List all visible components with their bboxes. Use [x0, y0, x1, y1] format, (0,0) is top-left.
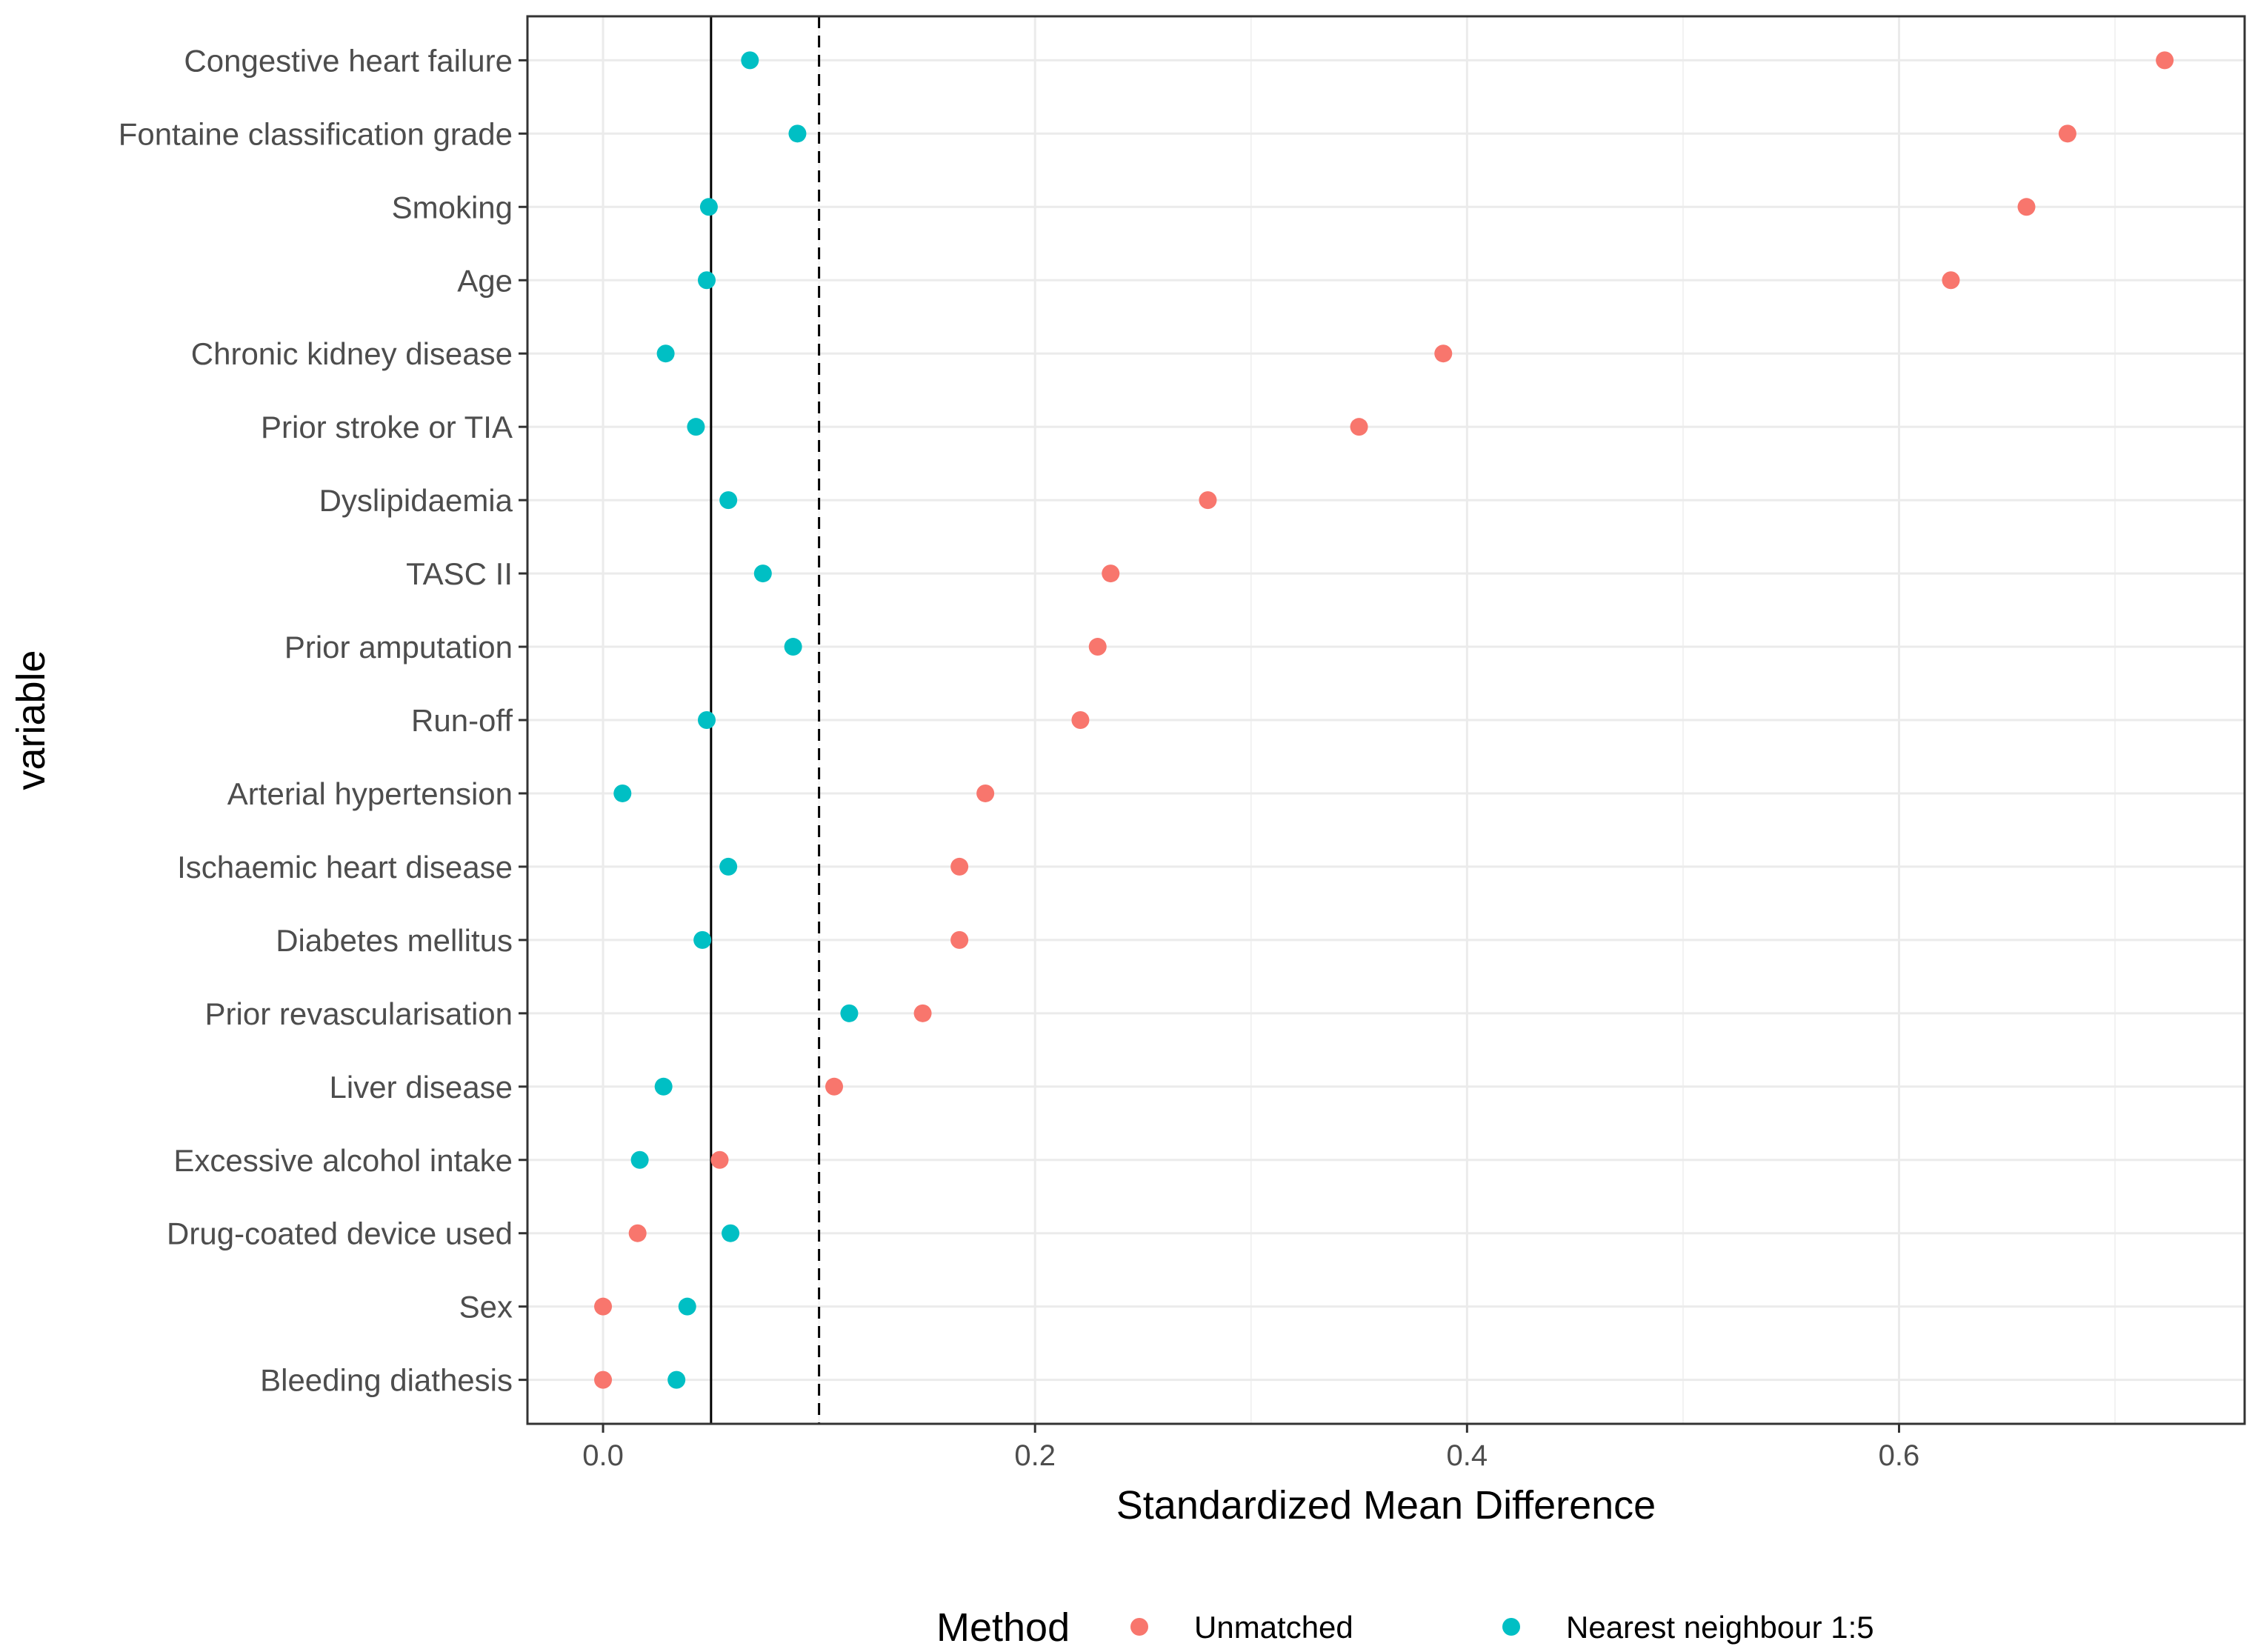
point-unmatched [710, 1150, 729, 1169]
point-unmatched [1350, 418, 1368, 436]
point-matched [784, 638, 802, 656]
y-tick-label: Excessive alcohol intake [173, 1143, 513, 1178]
y-tick-label: Sex [459, 1290, 513, 1325]
point-matched [693, 930, 712, 949]
point-matched [687, 418, 705, 436]
point-matched [630, 1150, 649, 1169]
y-tick-label: Bleeding diathesis [260, 1363, 513, 1398]
x-tick-label: 0.4 [1447, 1439, 1488, 1472]
grid-lines [527, 16, 2245, 1424]
y-tick-label: Smoking [392, 190, 513, 224]
point-matched [656, 344, 675, 363]
point-matched [719, 491, 738, 510]
point-unmatched [950, 857, 969, 876]
y-axis-title: variable [9, 650, 53, 790]
point-unmatched [1942, 271, 1960, 290]
point-matched [654, 1077, 673, 1096]
point-matched [788, 124, 807, 143]
legend-label-unmatched: Unmatched [1194, 1610, 1353, 1645]
y-tick-label: Prior revascularisation [205, 996, 513, 1031]
y-tick-label: Ischaemic heart disease [177, 850, 513, 885]
point-matched [753, 564, 772, 583]
point-unmatched [1071, 711, 1090, 729]
point-matched [699, 198, 718, 216]
legend-key-unmatched [1130, 1618, 1148, 1636]
x-tick-label: 0.2 [1014, 1439, 1056, 1472]
point-matched [722, 1224, 740, 1242]
point-unmatched [825, 1077, 844, 1096]
y-tick-label: Liver disease [330, 1070, 513, 1105]
point-unmatched [976, 784, 995, 802]
x-axis: 0.0 0.2 0.4 0.6 [582, 1424, 1919, 1472]
legend: Method Unmatched Nearest neighbour 1:5 [936, 1605, 1874, 1650]
point-matched [698, 711, 716, 729]
point-matched [698, 271, 716, 290]
x-tick-label: 0.6 [1879, 1439, 1920, 1472]
y-axis: Congestive heart failure Fontaine classif… [119, 43, 527, 1398]
x-axis-title: Standardized Mean Difference [1116, 1483, 1656, 1528]
point-matched [719, 857, 738, 876]
y-tick-label: Fontaine classification grade [119, 116, 513, 151]
point-matched [741, 51, 759, 70]
point-unmatched [2058, 124, 2076, 143]
legend-label-matched: Nearest neighbour 1:5 [1566, 1610, 1874, 1645]
point-unmatched [628, 1224, 647, 1242]
y-tick-label: Run-off [411, 703, 513, 738]
point-matched [613, 784, 632, 802]
legend-title: Method [936, 1605, 1070, 1650]
y-tick-label: Prior amputation [284, 630, 513, 665]
point-unmatched [1102, 564, 1120, 583]
point-matched [840, 1004, 859, 1022]
point-unmatched [594, 1370, 613, 1389]
point-unmatched [1199, 491, 1217, 510]
y-tick-label: Diabetes mellitus [276, 923, 513, 958]
point-matched [678, 1297, 696, 1316]
point-unmatched [1088, 638, 1107, 656]
point-unmatched [950, 930, 969, 949]
y-tick-label: TASC II [406, 556, 513, 591]
point-unmatched [2156, 51, 2174, 70]
point-matched [667, 1370, 686, 1389]
y-tick-label: Age [457, 263, 513, 298]
point-unmatched [594, 1297, 613, 1316]
y-tick-label: Arterial hypertension [227, 776, 513, 811]
x-tick-label: 0.0 [582, 1439, 624, 1472]
y-tick-label: Drug-coated device used [167, 1216, 513, 1251]
y-tick-label: Dyslipidaemia [319, 483, 513, 518]
data-points [594, 51, 2174, 1389]
point-unmatched [2017, 198, 2036, 216]
point-unmatched [913, 1004, 932, 1022]
y-tick-label: Chronic kidney disease [191, 336, 513, 371]
y-tick-label: Congestive heart failure [184, 43, 513, 78]
y-tick-label: Prior stroke or TIA [261, 410, 513, 444]
point-unmatched [1434, 344, 1453, 363]
legend-key-matched [1502, 1618, 1520, 1636]
